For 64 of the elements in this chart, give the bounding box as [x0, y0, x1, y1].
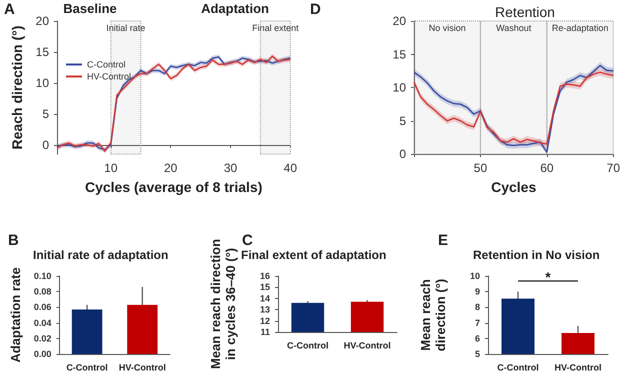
y-tick-label: 10	[36, 76, 50, 90]
text: Baseline	[63, 1, 117, 16]
band-label: Washout	[496, 23, 532, 33]
annotation: *	[545, 269, 552, 285]
text: C	[242, 232, 253, 249]
legend-label: HV-Control	[87, 72, 132, 82]
y-axis-title: Mean reach direction in cycles 36–40 (°)	[208, 238, 238, 370]
y-tick-label: 12	[260, 316, 270, 326]
x-tick-label: HV-Control	[118, 362, 166, 372]
band-label: Re-adaptation	[552, 23, 608, 33]
y-tick-label: 6	[474, 333, 480, 344]
y-tick-label: 10	[392, 80, 406, 95]
y-tick-label: 9	[474, 286, 480, 297]
y-axis-title: Adaptation rate	[8, 267, 23, 363]
y-tick-label: 10	[470, 271, 480, 281]
y-tick-label: 5	[42, 106, 50, 121]
x-axis-title: Cycles (average of 8 trials)	[84, 179, 262, 195]
y-tick-label: 0.02	[34, 333, 52, 344]
text: Adaptation	[201, 1, 269, 16]
y-tick-label: 0.10	[34, 271, 52, 281]
text: A	[4, 1, 15, 18]
x-tick-label: 50	[474, 161, 488, 176]
x-tick-label: HV-Control	[554, 362, 602, 372]
y-tick-label: 15	[36, 44, 50, 59]
y-tick-label: 0	[42, 138, 50, 152]
x-tick-label: C-Control	[497, 362, 539, 372]
x-axis-title: Cycles	[491, 179, 536, 195]
y-tick-label: 0.06	[34, 302, 52, 312]
text: B	[8, 232, 19, 249]
y-tick-label: 15	[260, 282, 270, 292]
x-tick-label: 20	[164, 161, 178, 176]
chart-title: Final extent of adaptation	[241, 248, 386, 262]
legend-label: C-Control	[87, 60, 126, 70]
chart-title: Retention	[495, 4, 555, 20]
y-tick-label: 14	[260, 293, 270, 304]
y-tick-label: 5	[399, 114, 406, 128]
x-tick-label: C-Control	[66, 362, 108, 372]
x-tick-label: 10	[104, 161, 118, 176]
y-tick-label: 7	[474, 318, 480, 328]
y-tick-label: 0.04	[34, 318, 52, 328]
x-tick-label: 40	[284, 161, 298, 176]
y-tick-label: 20	[392, 14, 406, 28]
y-tick-label: 0.08	[34, 286, 52, 297]
text: E	[438, 232, 448, 249]
chart-title: Retention in No vision	[473, 248, 600, 262]
band-label: No vision	[428, 23, 466, 33]
chart-title: Initial rate of adaptation	[33, 248, 168, 262]
x-tick-label: 60	[540, 161, 554, 176]
band-label: Initial rate	[106, 23, 146, 33]
y-tick-label: 5	[474, 349, 480, 359]
y-tick-label: 16	[260, 271, 270, 281]
y-tick-label: 8	[474, 302, 480, 312]
y-axis-title: Reach direction (°)	[8, 26, 25, 150]
y-tick-label: 20	[36, 14, 50, 28]
y-tick-label: 0	[399, 147, 406, 162]
y-tick-label: 15	[392, 47, 406, 62]
x-tick-label: 70	[606, 161, 620, 176]
y-axis-title: Mean reach direction (°)	[418, 278, 448, 352]
y-tick-label: 11	[260, 326, 270, 337]
y-tick-label: 13	[260, 304, 270, 315]
band-label: Final extent	[252, 23, 300, 33]
x-tick-label: 30	[224, 161, 238, 176]
y-tick-label: 0.00	[34, 349, 52, 359]
text: D	[310, 1, 321, 18]
